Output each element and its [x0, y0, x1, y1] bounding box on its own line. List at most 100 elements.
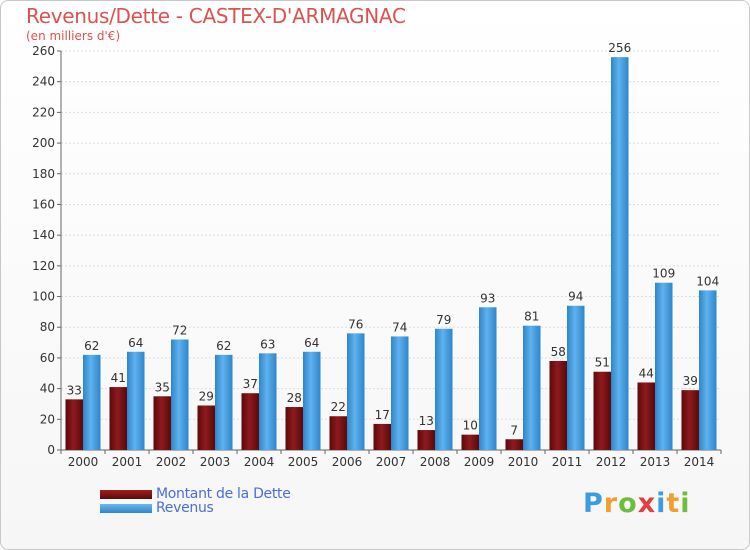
data-label-debt: 37 — [243, 377, 258, 391]
data-label-debt: 33 — [67, 383, 82, 397]
data-label-debt: 28 — [287, 391, 302, 405]
data-label-revenue: 109 — [652, 267, 675, 281]
logo-letter: i — [680, 488, 691, 519]
data-label-debt: 58 — [551, 345, 566, 359]
proxiti-logo: Proxiti — [583, 488, 691, 519]
legend-swatch-revenue — [100, 503, 152, 513]
x-tick-label: 2008 — [420, 455, 451, 469]
bar-revenue — [655, 282, 673, 450]
bar-debt — [241, 393, 259, 450]
y-tick-label: 200 — [32, 136, 55, 150]
bar-debt — [65, 399, 83, 450]
data-label-revenue: 104 — [696, 274, 719, 288]
logo-letter: P — [583, 488, 604, 519]
x-tick-label: 2013 — [640, 455, 671, 469]
x-tick-label: 2012 — [596, 455, 627, 469]
x-tick-label: 2009 — [464, 455, 495, 469]
y-tick-label: 20 — [40, 412, 55, 426]
bar-revenue — [479, 307, 497, 450]
data-label-revenue: 72 — [172, 324, 187, 338]
chart-subtitle: (en milliers d'€) — [26, 29, 121, 43]
bar-debt — [637, 382, 655, 450]
x-tick-label: 2010 — [508, 455, 539, 469]
logo-letter: t — [666, 488, 681, 519]
x-tick-label: 2001 — [112, 455, 143, 469]
data-label-debt: 41 — [111, 371, 126, 385]
logo-letter: o — [618, 488, 638, 519]
data-label-revenue: 63 — [260, 337, 275, 351]
bar-revenue — [303, 351, 321, 450]
y-tick-label: 60 — [40, 351, 55, 365]
bar-revenue — [127, 351, 145, 450]
data-label-revenue: 93 — [480, 291, 495, 305]
y-tick-label: 140 — [32, 228, 55, 242]
bar-revenue — [611, 57, 629, 451]
bar-revenue — [215, 354, 233, 450]
y-tick-label: 180 — [32, 167, 55, 181]
bar-debt — [417, 430, 435, 450]
y-tick-label: 100 — [32, 290, 55, 304]
bar-debt — [109, 387, 127, 450]
data-label-revenue: 79 — [436, 313, 451, 327]
data-label-debt: 13 — [419, 414, 434, 428]
data-label-debt: 51 — [595, 356, 610, 370]
data-label-debt: 7 — [510, 423, 518, 437]
bar-revenue — [567, 305, 585, 450]
x-tick-label: 2002 — [156, 455, 187, 469]
y-tick-label: 260 — [32, 44, 55, 58]
bar-revenue — [347, 333, 365, 450]
logo-letter: x — [637, 488, 657, 519]
data-label-debt: 35 — [155, 380, 170, 394]
bar-debt — [285, 407, 303, 450]
x-tick-label: 2011 — [552, 455, 583, 469]
legend-label-debt: Montant de la Dette — [156, 486, 291, 502]
y-tick-label: 220 — [32, 105, 55, 119]
bar-revenue — [435, 328, 453, 450]
legend-item-revenue: Revenus — [100, 500, 214, 516]
legend-label-revenue: Revenus — [156, 500, 214, 516]
x-tick-label: 2007 — [376, 455, 407, 469]
data-label-revenue: 64 — [304, 336, 319, 350]
y-tick-label: 120 — [32, 259, 55, 273]
bar-debt — [681, 390, 699, 450]
data-label-debt: 10 — [463, 419, 478, 433]
y-tick-label: 80 — [40, 320, 55, 334]
y-tick-label: 0 — [47, 443, 55, 457]
bar-revenue — [391, 336, 409, 450]
data-label-revenue: 64 — [128, 336, 143, 350]
bar-debt — [549, 360, 567, 450]
y-tick-label: 240 — [32, 75, 55, 89]
y-tick-label: 160 — [32, 197, 55, 211]
bar-revenue — [259, 353, 277, 450]
bar-revenue — [171, 339, 189, 450]
x-tick-label: 2003 — [200, 455, 231, 469]
x-tick-label: 2014 — [684, 455, 715, 469]
data-label-revenue: 81 — [524, 310, 539, 324]
data-label-debt: 17 — [375, 408, 390, 422]
data-label-revenue: 76 — [348, 317, 363, 331]
x-tick-label: 2004 — [244, 455, 275, 469]
data-label-revenue: 256 — [608, 41, 631, 55]
data-label-debt: 44 — [639, 366, 654, 380]
bar-debt — [461, 434, 479, 450]
y-tick-label: 40 — [40, 382, 55, 396]
bar-revenue — [699, 290, 717, 450]
data-label-debt: 39 — [683, 374, 698, 388]
bar-debt — [197, 405, 215, 450]
data-label-revenue: 94 — [568, 290, 583, 304]
data-label-debt: 29 — [199, 389, 214, 403]
legend-item-debt: Montant de la Dette — [100, 486, 291, 502]
data-label-revenue: 62 — [216, 339, 231, 353]
bar-debt — [593, 371, 611, 450]
logo-letter: i — [656, 488, 667, 519]
x-tick-label: 2000 — [68, 455, 99, 469]
x-tick-label: 2005 — [288, 455, 319, 469]
data-label-debt: 22 — [331, 400, 346, 414]
bar-revenue — [83, 354, 101, 450]
data-label-revenue: 74 — [392, 320, 407, 334]
logo-letter: r — [603, 488, 619, 519]
bar-debt — [153, 396, 171, 450]
bar-revenue — [523, 325, 541, 450]
data-label-revenue: 62 — [84, 339, 99, 353]
